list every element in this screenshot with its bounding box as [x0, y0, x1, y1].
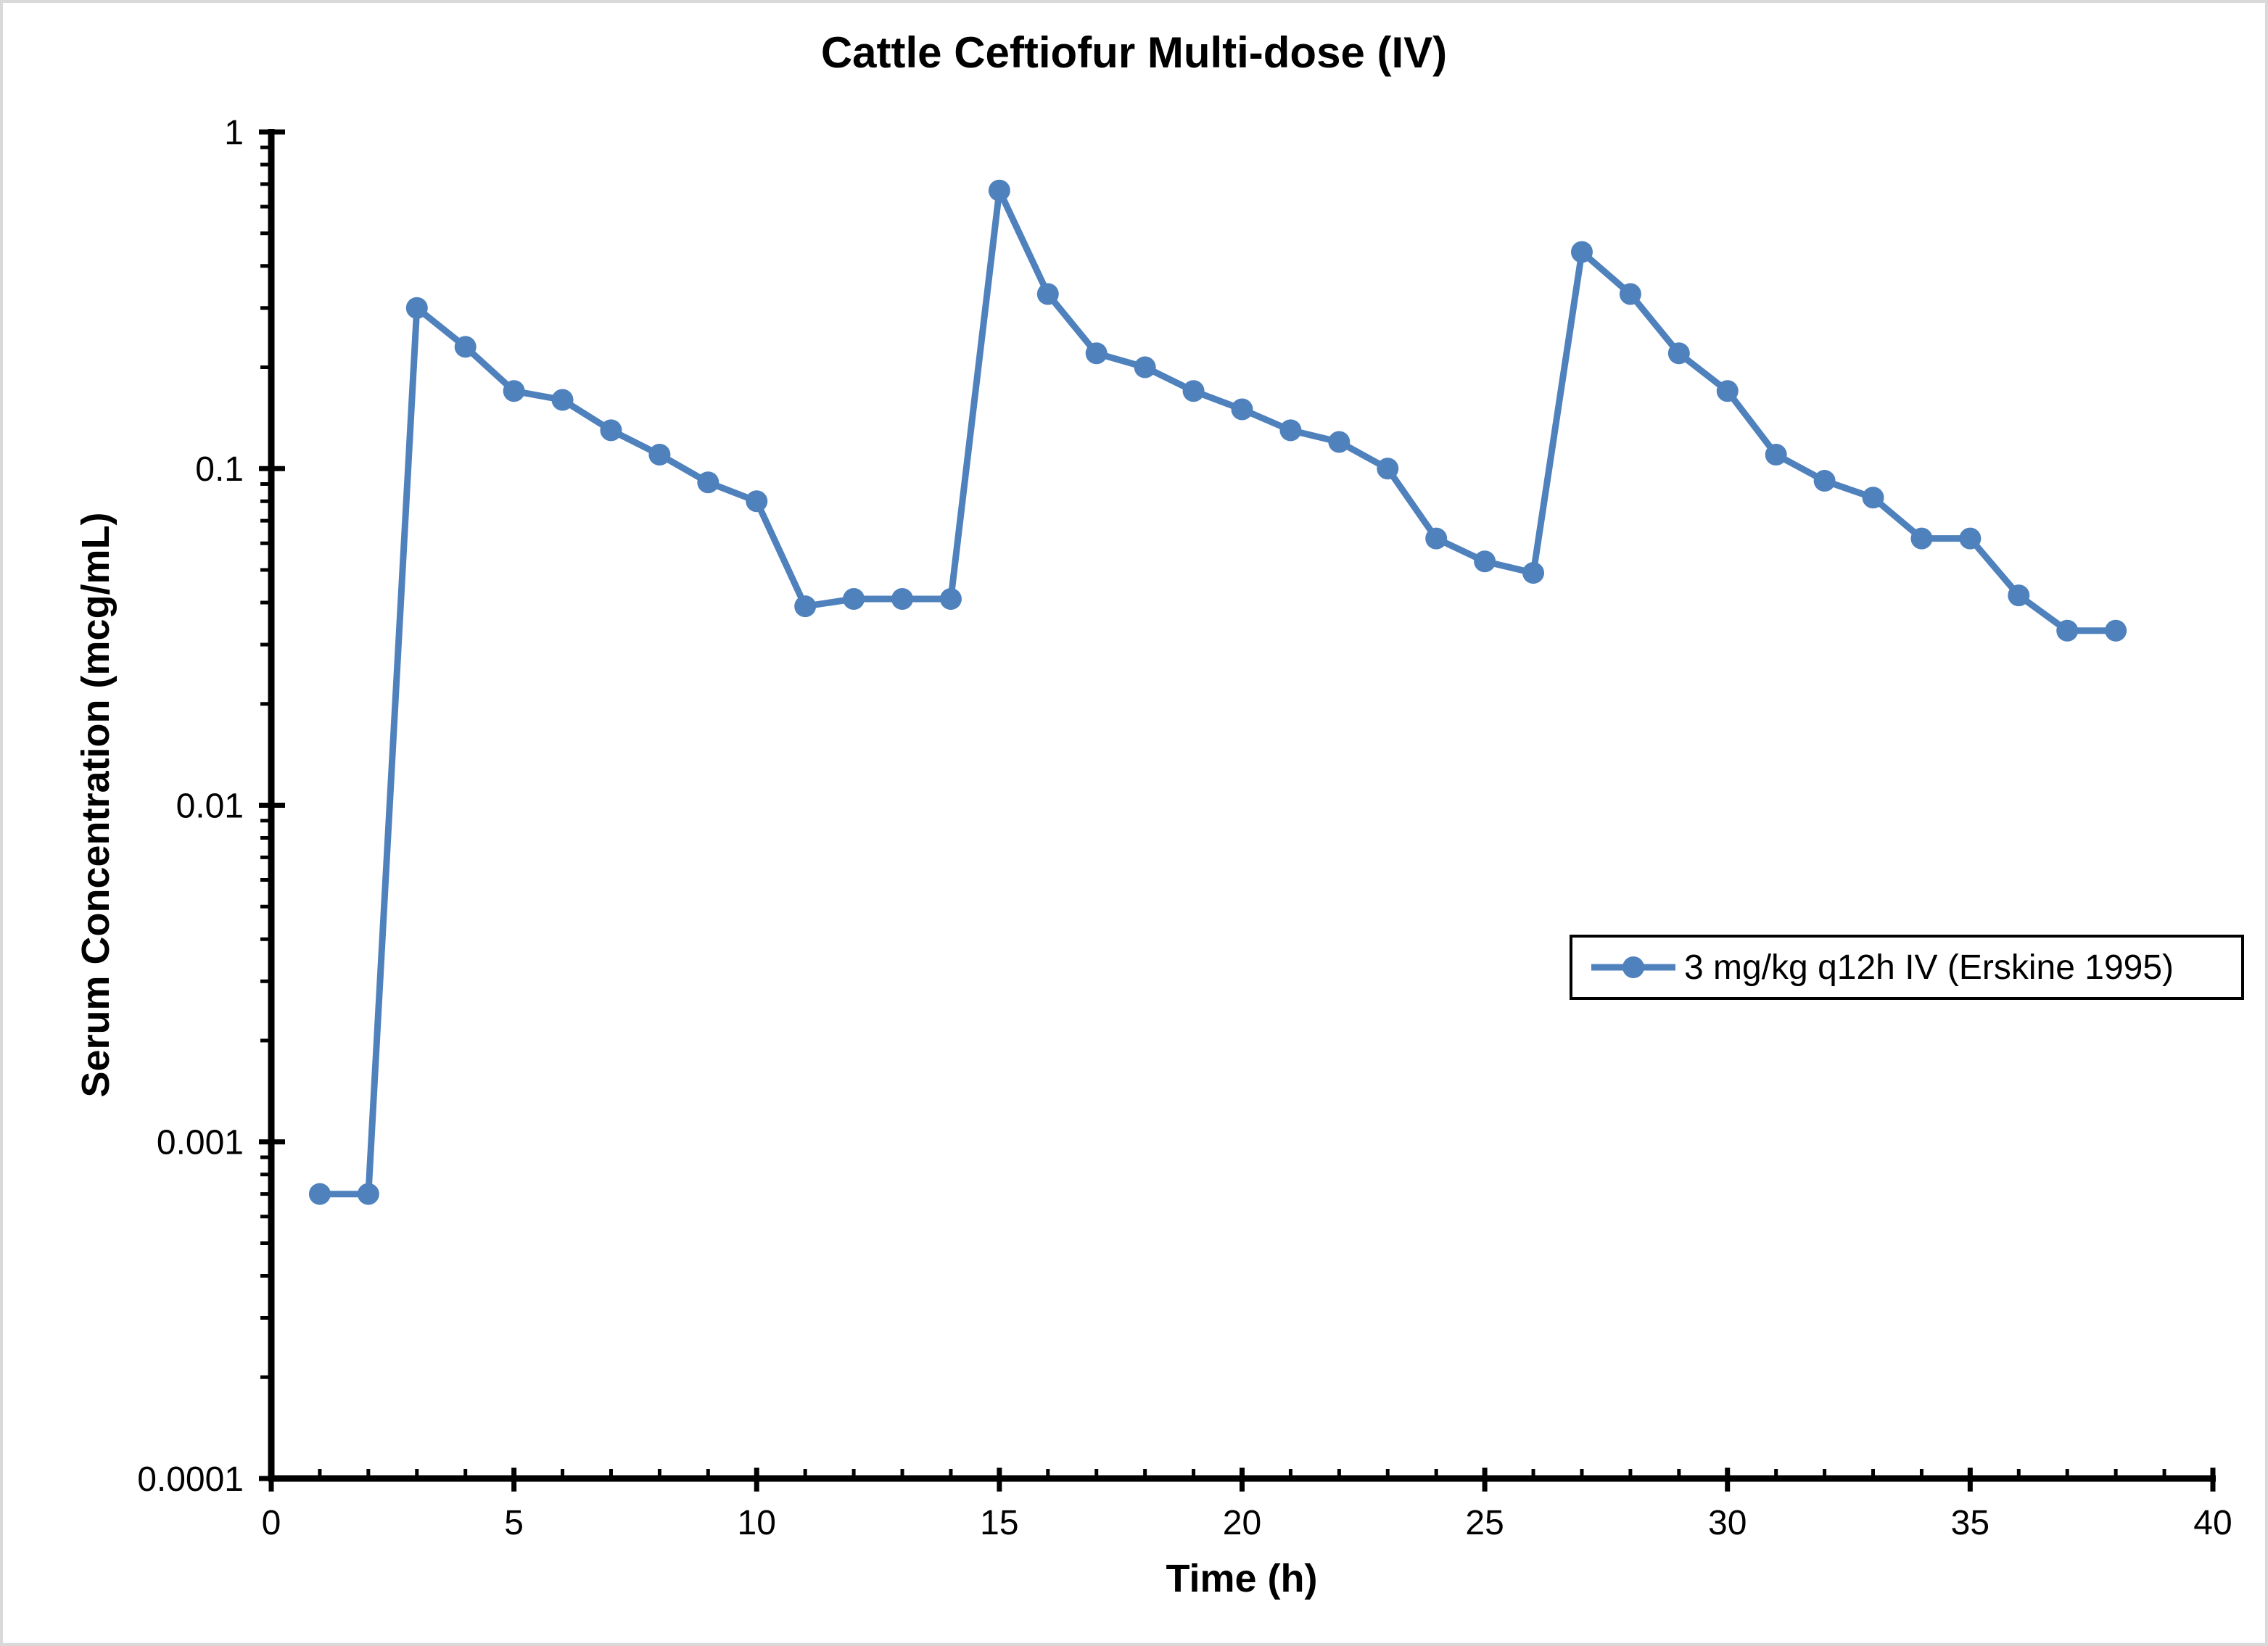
data-point [454, 336, 477, 358]
data-point [1474, 550, 1496, 573]
data-point [1231, 398, 1253, 421]
legend-entry-label: 3 mg/kg q12h IV (Erskine 1995) [1684, 948, 2174, 987]
data-point [503, 380, 525, 402]
y-tick-label: 0.001 [157, 1124, 244, 1162]
data-point [1716, 380, 1739, 402]
data-point [1085, 342, 1108, 365]
x-tick-label: 5 [504, 1504, 524, 1542]
x-tick-label: 30 [1708, 1504, 1747, 1542]
chart-title: Cattle Ceftiofur Multi-dose (IV) [820, 28, 1448, 77]
data-point [697, 471, 719, 494]
data-point [746, 490, 768, 513]
x-tick-label: 20 [1223, 1504, 1261, 1542]
x-tick-label: 0 [262, 1504, 281, 1542]
x-tick-label: 25 [1465, 1504, 1504, 1542]
data-point [1765, 444, 1787, 466]
data-point [939, 588, 962, 611]
data-point [891, 588, 914, 611]
y-tick-label: 0.1 [195, 450, 244, 489]
x-tick-label: 35 [1951, 1504, 1989, 1542]
y-tick-label: 0.01 [176, 787, 244, 825]
data-point [794, 595, 817, 618]
y-tick-label: 0.0001 [137, 1460, 244, 1499]
legend-line-marker-icon [1591, 956, 1675, 978]
data-point [843, 588, 865, 611]
data-point [1667, 342, 1690, 365]
data-point [1910, 527, 1933, 550]
x-tick-label: 15 [980, 1504, 1018, 1542]
data-point [600, 419, 622, 442]
y-tick-label: 1 [224, 114, 244, 152]
data-point [1279, 419, 1302, 442]
plot-area: 1 0.1 0.01 0.001 0.0001 0 5 10 15 20 25 30 35 40 [137, 114, 2232, 1542]
x-axis-title: Time (h) [1166, 1557, 1318, 1600]
data-point [2056, 619, 2079, 642]
data-point [1134, 356, 1156, 379]
data-point [1959, 527, 1982, 550]
data-point [1377, 458, 1399, 480]
data-point [405, 297, 428, 319]
data-point [1425, 527, 1448, 550]
data-point [551, 389, 574, 411]
data-point [1328, 431, 1351, 453]
data-point [988, 179, 1010, 202]
data-point [1862, 487, 1884, 509]
x-tick-label: 10 [738, 1504, 776, 1542]
data-point [1570, 241, 1593, 263]
data-point [1813, 470, 1836, 492]
series-line [316, 187, 2119, 1198]
data-point [1182, 380, 1205, 402]
data-point [1036, 283, 1059, 305]
data-point [1619, 283, 1641, 305]
data-point [648, 444, 671, 466]
data-point [2105, 619, 2127, 642]
data-point [1522, 562, 1545, 584]
x-tick-label: 40 [2193, 1504, 2232, 1542]
data-point [357, 1183, 379, 1205]
data-point [2008, 584, 2030, 607]
data-point [308, 1183, 331, 1205]
legend: 3 mg/kg q12h IV (Erskine 1995) [1570, 935, 2244, 1000]
